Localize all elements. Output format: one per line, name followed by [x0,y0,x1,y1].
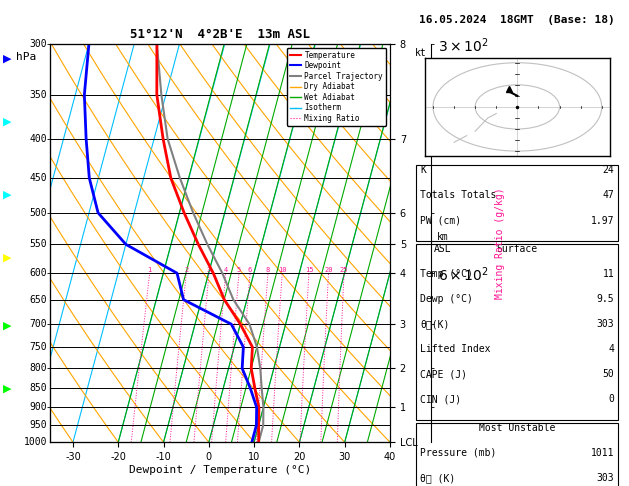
Text: CAPE (J): CAPE (J) [420,369,467,380]
Text: K: K [420,165,426,175]
Text: 950: 950 [30,420,47,430]
X-axis label: Dewpoint / Temperature (°C): Dewpoint / Temperature (°C) [129,465,311,475]
Text: CIN (J): CIN (J) [420,395,462,404]
Text: Pressure (mb): Pressure (mb) [420,448,497,458]
Text: 1011: 1011 [591,448,615,458]
Text: ▶: ▶ [3,253,12,262]
Text: 50: 50 [603,369,615,380]
Text: 600: 600 [30,268,47,278]
Text: 16.05.2024  18GMT  (Base: 18): 16.05.2024 18GMT (Base: 18) [420,15,615,25]
Text: ▶: ▶ [3,190,12,199]
Text: 15: 15 [304,267,313,273]
Bar [416,165,618,241]
Bar [416,244,618,419]
Text: 550: 550 [30,240,47,249]
Text: 0: 0 [608,395,615,404]
Text: 350: 350 [30,90,47,100]
Text: 750: 750 [30,342,47,352]
Text: ▶: ▶ [3,384,12,394]
Bar [416,423,618,486]
Text: 10: 10 [278,267,286,273]
Title: 51°12'N  4°2B'E  13m ASL: 51°12'N 4°2B'E 13m ASL [130,28,310,41]
Text: ▶: ▶ [3,53,12,63]
Text: ▶: ▶ [3,117,12,126]
Text: 500: 500 [30,208,47,218]
Text: kt: kt [415,49,427,58]
Text: PW (cm): PW (cm) [420,215,462,226]
Legend: Temperature, Dewpoint, Parcel Trajectory, Dry Adiabat, Wet Adiabat, Isotherm, Mi: Temperature, Dewpoint, Parcel Trajectory… [287,48,386,126]
Text: 2: 2 [184,267,189,273]
Text: 800: 800 [30,364,47,373]
Text: 850: 850 [30,383,47,394]
Text: Surface: Surface [497,244,538,254]
Text: 700: 700 [30,319,47,329]
Text: 900: 900 [30,402,47,413]
Text: 11: 11 [603,269,615,279]
Text: 5: 5 [237,267,241,273]
Text: 4: 4 [223,267,228,273]
Text: 3: 3 [207,267,211,273]
Text: Most Unstable: Most Unstable [479,423,555,433]
Text: Temp (°C): Temp (°C) [420,269,473,279]
Text: 400: 400 [30,134,47,144]
Text: hPa: hPa [16,52,36,62]
Text: 24: 24 [603,165,615,175]
Text: 303: 303 [597,473,615,483]
Text: 1000: 1000 [23,437,47,447]
Text: 1: 1 [148,267,152,273]
Text: 450: 450 [30,173,47,183]
Text: Totals Totals: Totals Totals [420,191,497,200]
Text: θᴇ (K): θᴇ (K) [420,473,455,483]
Text: 303: 303 [597,319,615,329]
Text: 47: 47 [603,191,615,200]
Text: 25: 25 [340,267,348,273]
Text: 6: 6 [248,267,252,273]
Text: θᴇ(K): θᴇ(K) [420,319,450,329]
Text: 650: 650 [30,295,47,305]
Text: 20: 20 [325,267,333,273]
Y-axis label: km
ASL: km ASL [433,232,451,254]
Y-axis label: Mixing Ratio (g/kg): Mixing Ratio (g/kg) [494,187,504,299]
Text: Lifted Index: Lifted Index [420,344,491,354]
Text: 1.97: 1.97 [591,215,615,226]
Text: 8: 8 [266,267,270,273]
Text: 9.5: 9.5 [597,294,615,304]
Text: ▶: ▶ [3,321,12,330]
Text: 4: 4 [608,344,615,354]
Text: 300: 300 [30,39,47,49]
Text: Dewp (°C): Dewp (°C) [420,294,473,304]
